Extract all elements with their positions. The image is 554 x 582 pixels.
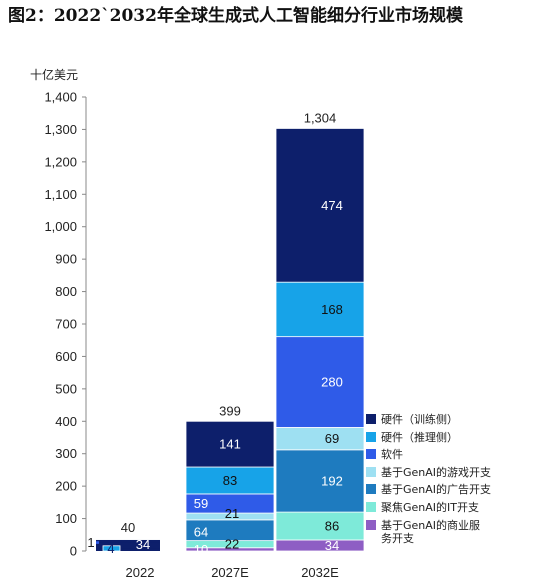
segment-value-label: 86 (325, 519, 339, 534)
y-tick-label: 700 (55, 317, 77, 332)
legend-swatch (366, 414, 376, 424)
bar-segment (275, 128, 365, 283)
y-tick-label: 500 (55, 381, 77, 396)
y-tick-label: 800 (55, 284, 77, 299)
segment-value-label: 168 (321, 302, 343, 317)
segment-value-label: 10 (194, 542, 208, 557)
bar-segment (185, 420, 275, 468)
y-tick-label: 400 (55, 414, 77, 429)
bar-total-label: 399 (219, 403, 241, 418)
y-tick-label: 300 (55, 446, 77, 461)
segment-value-label: 59 (194, 496, 208, 511)
legend-label: 硬件（推理侧） (381, 430, 458, 444)
bar-segment (275, 336, 365, 428)
bar-segment (275, 539, 365, 552)
bar-segment (275, 427, 365, 451)
chart-title: 图2：2022`2032年全球生成式人工智能细分行业市场规模 (8, 6, 463, 26)
segment-value-label: 280 (321, 375, 343, 390)
y-tick-label: 1,200 (44, 154, 77, 169)
segment-value-label: 34 (136, 537, 150, 552)
legend-label: 硬件（训练侧） (381, 413, 458, 426)
segment-value-label: 474 (321, 198, 343, 213)
legend-label: 聚焦GenAI的IT开支 (381, 500, 479, 514)
legend-label: 基于GenAI的商业服 务开支 (381, 518, 481, 545)
x-tick-label: 2027E (211, 565, 249, 580)
segment-value-label: 34 (325, 538, 339, 553)
legend-swatch (366, 519, 376, 530)
segment-value-label: 83 (223, 473, 237, 488)
segment-value-label: 64 (194, 525, 208, 540)
bar-segment (96, 541, 99, 544)
y-tick-label: 900 (55, 252, 77, 267)
bar-segment (185, 466, 275, 495)
legend-item: 硬件（训练侧） (366, 413, 551, 431)
y-tick-label: 100 (55, 511, 77, 526)
segment-value-label: 21 (225, 506, 239, 521)
legend-item: 硬件（推理侧） (366, 431, 551, 449)
legend-item: 基于GenAI的商业服 务开支 (366, 519, 551, 545)
legend-swatch (366, 431, 376, 442)
bar-segment (102, 545, 121, 552)
legend-label: 软件 (381, 448, 403, 462)
bar-segment (275, 281, 365, 338)
x-tick-label: 2022 (126, 565, 155, 580)
legend-swatch (366, 449, 376, 460)
segment-value-label: 69 (325, 431, 339, 446)
segment-value-label: 192 (321, 473, 343, 488)
bar-total-label: 1,304 (304, 110, 337, 125)
y-axis-unit: 十亿美元 (30, 68, 79, 82)
bar-segment (275, 511, 365, 541)
legend-swatch (366, 466, 376, 477)
bar-segment (96, 542, 160, 549)
legend-label: 基于GenAI的游戏开支 (381, 465, 492, 479)
bar-total-label: 40 (121, 520, 135, 535)
y-tick-label: 1,100 (44, 187, 77, 202)
legend-swatch (366, 501, 376, 512)
legend: 硬件（训练侧） 硬件（推理侧） 软件 基于GenAI的游戏开支 基于GenAI的… (366, 413, 551, 545)
y-tick-label: 1,000 (44, 219, 77, 234)
bar-segment (275, 449, 365, 513)
y-tick-label: 200 (55, 479, 77, 494)
x-tick-label: 2032E (301, 565, 339, 580)
legend-label: 基于GenAI的广告开支 (381, 483, 492, 497)
y-tick-label: 0 (70, 544, 77, 559)
segment-value-label: 22 (225, 537, 239, 552)
legend-swatch (366, 484, 376, 495)
segment-value-label: 4 (107, 541, 114, 556)
legend-item: 基于GenAI的游戏开支 (366, 466, 551, 484)
y-tick-label: 600 (55, 349, 77, 364)
legend-item: 基于GenAI的广告开支 (366, 483, 551, 501)
segment-value-label: 1 (87, 535, 94, 550)
y-tick-label: 1,400 (44, 90, 77, 105)
legend-item: 聚焦GenAI的IT开支 (366, 501, 551, 519)
legend-item: 软件 (366, 448, 551, 466)
segment-value-label: 141 (219, 437, 241, 452)
y-tick-label: 1,300 (44, 122, 77, 137)
